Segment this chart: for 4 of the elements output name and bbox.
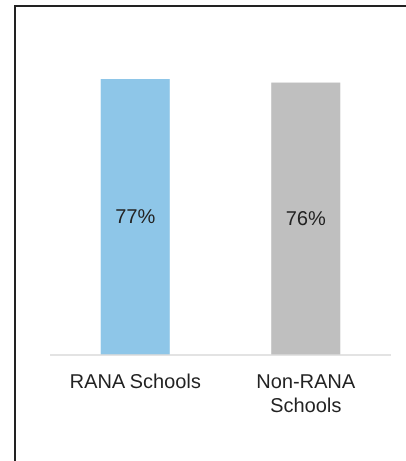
data-label: 76% <box>286 208 326 230</box>
data-label: 77% <box>115 206 156 228</box>
x-tick-label: Non-RANA Schools <box>256 371 356 417</box>
x-tick-label: RANA Schools <box>70 371 201 393</box>
